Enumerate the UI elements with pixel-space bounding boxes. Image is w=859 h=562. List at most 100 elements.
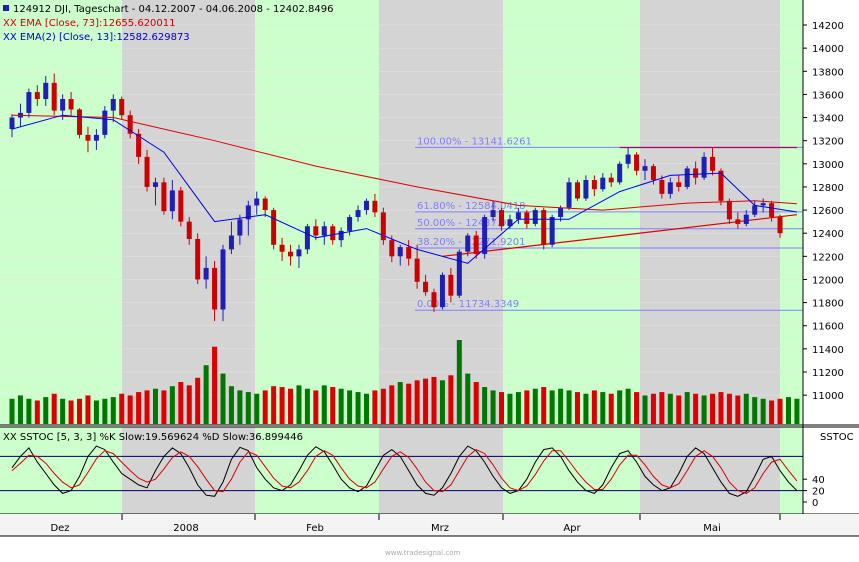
volume-bar — [583, 393, 589, 424]
candle-body — [93, 134, 99, 141]
candle-body — [262, 198, 268, 211]
volume-bar — [389, 385, 395, 424]
ema73-line — [11, 114, 797, 211]
y-tick-label-2: 13800 — [812, 67, 844, 78]
candle-body — [583, 179, 589, 199]
candle-body — [68, 99, 74, 110]
volume-bar — [693, 393, 699, 424]
ema73-legend[interactable]: XX EMA [Close, 73]:12655.620011 — [3, 18, 176, 29]
y-tick-label-12: 11800 — [812, 299, 844, 310]
volume-bar — [566, 390, 572, 424]
candle-body — [355, 210, 361, 218]
volume-bar — [499, 392, 505, 424]
volume-bar — [212, 346, 218, 424]
stoch-tick-label-0: 0 — [812, 498, 818, 509]
candle-body — [186, 221, 192, 239]
stoch-band-3 — [379, 427, 503, 514]
stoch-tick-label-20: 20 — [812, 487, 825, 498]
volume-bar — [136, 392, 142, 424]
candle-body — [110, 99, 116, 111]
candle-body — [600, 177, 606, 190]
volume-bar — [406, 383, 412, 424]
volume-bar — [634, 392, 640, 424]
candle-body — [271, 210, 277, 245]
candle-body — [439, 274, 445, 308]
volume-bar — [26, 398, 32, 424]
y-tick-label-7: 12800 — [812, 183, 844, 194]
volume-bar — [313, 390, 319, 424]
candle-body — [642, 166, 648, 171]
stoch-k-line — [11, 445, 798, 497]
stoch-legend[interactable]: XX SSTOC [5, 3, 3] %K Slow:19.569624 %D … — [3, 432, 303, 443]
stoch-band-2 — [255, 427, 379, 514]
candle-body — [51, 82, 57, 111]
candle-body — [212, 267, 218, 310]
volume-bar — [743, 393, 749, 424]
candle-body — [220, 249, 226, 310]
volume-bar — [676, 395, 682, 424]
time-axis: Dez 2008 Feb Mrz Apr Mai — [50, 514, 781, 534]
candle-body — [363, 200, 369, 211]
candle-body — [178, 190, 184, 222]
candle-body — [634, 154, 640, 171]
stoch-badge: SSTOC — [820, 432, 854, 443]
ema13-legend[interactable]: XX EMA(2) [Close, 13]:12582.629873 — [3, 32, 190, 43]
candle-body — [9, 117, 15, 130]
candle-body — [85, 134, 91, 141]
candle-body — [338, 230, 344, 241]
month-band-0 — [0, 0, 122, 425]
volume-bar — [262, 390, 268, 424]
candle-body — [456, 251, 462, 296]
month-band-3 — [379, 0, 503, 425]
stoch-band-6 — [780, 427, 803, 514]
volume-bar — [321, 385, 327, 424]
candle-body — [769, 203, 775, 218]
candle-body — [566, 182, 572, 208]
volume-bar — [51, 393, 57, 424]
volume-bar — [161, 390, 167, 424]
month-band-6 — [780, 0, 803, 425]
volume-bar — [338, 388, 344, 424]
volume-bar — [667, 393, 673, 424]
volume-bar — [423, 378, 429, 424]
volume-bar — [271, 386, 277, 424]
candle-body — [524, 212, 530, 224]
candle-body — [617, 163, 623, 183]
fib-label-3: 38.20% - 12271.9201 — [417, 237, 526, 248]
candle-body — [304, 226, 310, 250]
candle-body — [676, 182, 682, 187]
candle-body — [726, 200, 732, 220]
candle-body — [473, 235, 479, 255]
candle-body — [515, 212, 521, 220]
candle-body — [102, 110, 108, 135]
stoch-band-1 — [122, 427, 255, 514]
volume-bar — [490, 390, 496, 424]
candle-body — [684, 168, 690, 187]
candle-body — [608, 177, 614, 183]
candle-body — [313, 226, 319, 236]
volume-bar — [9, 398, 15, 424]
volume-bar — [659, 392, 665, 424]
candlesticks — [9, 73, 783, 322]
stoch-band-4 — [503, 427, 640, 514]
volume-bar — [684, 392, 690, 424]
y-tick-label-0: 14200 — [812, 21, 844, 32]
time-axis-bg — [0, 514, 859, 536]
candle-body — [448, 274, 454, 296]
y-tick-label-1: 14000 — [812, 44, 844, 55]
candle-body — [414, 258, 420, 282]
candle-body — [701, 156, 707, 178]
candle-body — [532, 210, 538, 224]
volume-bar — [574, 392, 580, 424]
volume-bar — [68, 400, 74, 424]
volume-bar — [186, 385, 192, 424]
volume-bar — [43, 397, 49, 424]
fib-label-4: 0.00% - 11734.3349 — [417, 299, 519, 310]
candle-body — [718, 170, 724, 201]
volume-bar — [541, 387, 547, 424]
volume-bar — [288, 388, 294, 424]
candle-body — [406, 247, 412, 259]
candle-body — [321, 226, 327, 236]
volume-bar — [254, 393, 260, 424]
